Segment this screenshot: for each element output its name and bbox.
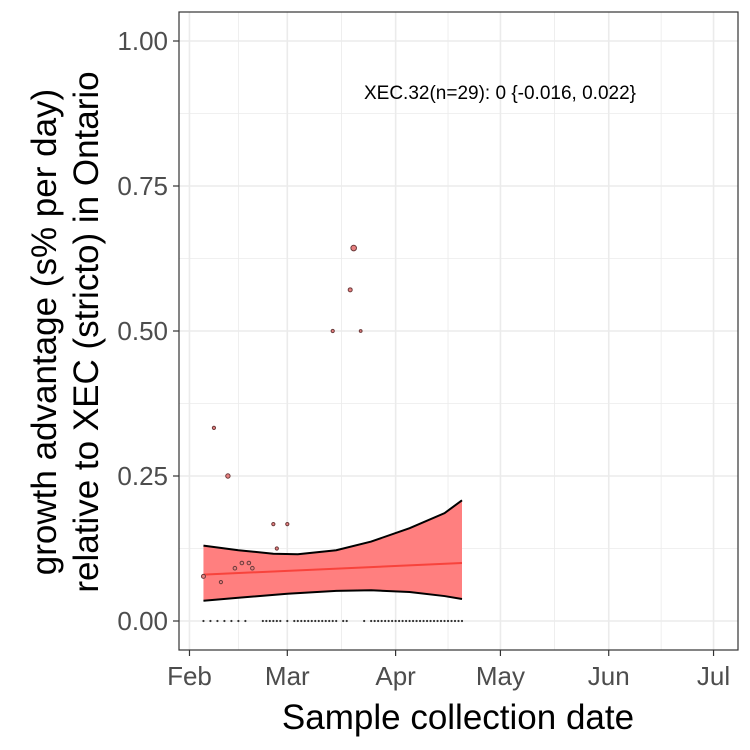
zero-data-point	[429, 619, 432, 623]
x-axis-title: Sample collection date	[282, 698, 634, 737]
x-tick-label: Jun	[588, 661, 630, 691]
zero-data-point	[384, 619, 387, 623]
zero-data-point	[460, 619, 464, 623]
zero-data-point	[272, 619, 275, 623]
zero-data-point	[303, 619, 306, 623]
fit-line	[203, 562, 463, 576]
zero-data-point	[321, 619, 324, 623]
zero-data-point	[398, 619, 401, 623]
zero-data-point	[331, 619, 334, 623]
x-tick-label: Apr	[375, 661, 416, 691]
data-point	[285, 522, 290, 527]
zero-data-point	[370, 619, 373, 623]
data-point	[347, 287, 353, 293]
confidence-band-layer	[203, 499, 463, 602]
data-point	[358, 329, 363, 333]
zero-data-point	[377, 619, 380, 623]
zero-data-point	[335, 619, 338, 623]
y-tick-label: 0.50	[117, 316, 168, 346]
data-point	[274, 546, 279, 551]
zero-data-point	[418, 619, 422, 623]
zero-data-point	[387, 619, 390, 623]
zero-data-point	[307, 619, 310, 623]
data-point	[211, 425, 217, 430]
zero-data-point	[237, 619, 240, 623]
zero-data-point	[328, 619, 331, 623]
data-point	[218, 580, 224, 585]
zero-data-point	[391, 619, 394, 623]
data-point	[232, 565, 238, 571]
confidence-band	[203, 500, 462, 601]
zero-data-point	[443, 619, 446, 623]
x-tick-label: Jul	[697, 661, 730, 691]
zero-data-point	[363, 619, 366, 623]
data-point	[250, 565, 255, 571]
zero-data-point	[425, 619, 429, 623]
zero-data-point	[373, 619, 376, 623]
zero-data-point	[223, 619, 226, 623]
y-tick-label: 0.00	[117, 606, 168, 636]
zero-data-point	[293, 619, 296, 623]
confidence-band-lower-edge	[203, 589, 463, 602]
y-tick-label: 1.00	[117, 26, 168, 56]
zero-data-point	[275, 619, 278, 623]
y-axis-title-line-2: relative to XEC (stricto) in Ontario	[67, 71, 106, 592]
x-tick-label: Mar	[265, 661, 310, 691]
zero-data-point	[279, 619, 282, 623]
zero-data-point	[296, 619, 299, 623]
axes-layer: 0.00 0.25 0.50 0.75 1.00 Feb Mar Apr May Jun Jul	[117, 26, 730, 691]
zero-data-point	[209, 619, 212, 623]
x-tick-label: Feb	[167, 661, 212, 691]
data-point	[271, 522, 276, 527]
data-point	[239, 560, 245, 566]
zero-data-point	[450, 619, 453, 623]
zero-data-point	[394, 619, 397, 623]
data-point	[350, 244, 357, 252]
x-tick-label: May	[476, 661, 525, 691]
zero-data-point	[314, 619, 317, 623]
zero-data-point	[401, 619, 404, 623]
zero-data-point	[446, 619, 450, 623]
data-points-layer	[200, 244, 464, 623]
grid-major	[179, 12, 738, 650]
zero-data-point	[216, 619, 219, 623]
data-point	[225, 473, 231, 479]
zero-data-point	[457, 619, 460, 623]
data-point	[246, 560, 252, 566]
zero-data-point	[286, 619, 289, 623]
zero-data-point	[202, 619, 205, 623]
zero-data-point	[432, 619, 436, 623]
zero-data-point	[265, 619, 268, 623]
zero-data-point	[415, 619, 418, 623]
zero-data-point	[422, 619, 425, 623]
zero-data-point	[436, 619, 439, 623]
zero-data-point	[453, 619, 457, 623]
data-point	[200, 573, 206, 579]
zero-data-point	[324, 619, 327, 623]
zero-data-point	[408, 619, 411, 623]
zero-data-point	[230, 619, 233, 623]
zero-data-point	[310, 619, 313, 623]
zero-data-point	[342, 619, 345, 623]
zero-data-point	[300, 619, 303, 623]
zero-data-point	[261, 619, 264, 623]
y-tick-label: 0.75	[117, 171, 168, 201]
zero-data-point	[268, 619, 271, 623]
zero-data-point	[244, 619, 247, 623]
confidence-band-upper-edge	[203, 499, 463, 556]
zero-data-point	[411, 619, 415, 623]
zero-data-point	[345, 619, 348, 623]
zero-data-point	[404, 619, 408, 623]
fit-annotation: XEC.32(n=29): 0 {-0.016, 0.022}	[364, 83, 636, 104]
zero-data-point	[439, 619, 443, 623]
y-axis-title-line-1: growth advantage (s% per day)	[25, 89, 64, 575]
zero-data-point	[317, 619, 320, 623]
zero-data-point	[380, 619, 383, 623]
y-tick-label: 0.25	[117, 461, 168, 491]
data-point	[330, 328, 335, 334]
